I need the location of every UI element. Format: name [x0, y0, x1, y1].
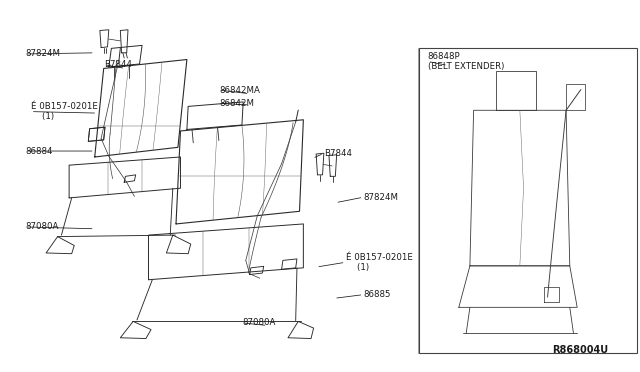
Text: 87080A: 87080A: [26, 222, 59, 231]
Text: 86848P
(BELT EXTENDER): 86848P (BELT EXTENDER): [428, 52, 504, 71]
Text: É 0B157-0201E
    (1): É 0B157-0201E (1): [346, 253, 412, 272]
Bar: [419, 48, 637, 353]
Text: 86884: 86884: [26, 147, 53, 155]
Text: 86842MA: 86842MA: [219, 86, 260, 94]
Text: 87080A: 87080A: [242, 318, 275, 327]
Text: 87824M: 87824M: [364, 193, 399, 202]
Text: 86842M: 86842M: [219, 99, 254, 108]
Text: 87824M: 87824M: [26, 49, 61, 58]
Text: B7844: B7844: [324, 149, 352, 158]
Text: É 0B157-0201E
    (1): É 0B157-0201E (1): [31, 102, 97, 121]
Text: R868004U: R868004U: [552, 345, 608, 355]
Text: B7844: B7844: [104, 60, 132, 69]
Text: 86885: 86885: [364, 290, 391, 299]
